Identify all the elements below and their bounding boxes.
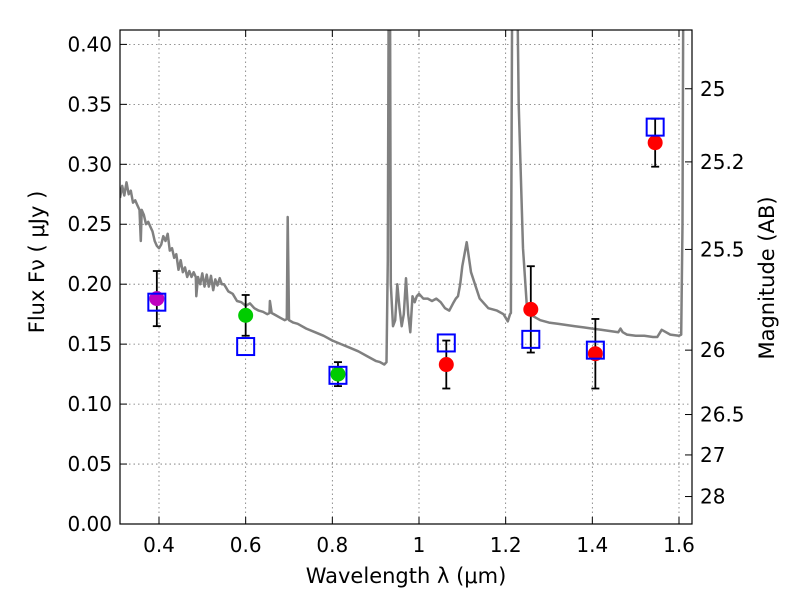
model-photometry-point xyxy=(521,329,541,349)
plot-frame xyxy=(119,29,693,525)
y-tick-label: 0.10 xyxy=(67,392,112,416)
y2-tick-label: 26.5 xyxy=(700,403,745,427)
observed-point xyxy=(587,346,603,362)
y2-tick-labels: 25 25.2 25.5 26 26.5 27 28 xyxy=(700,77,745,509)
observed-point xyxy=(149,291,165,307)
y-tick-label: 0.25 xyxy=(67,212,112,236)
y2-tick-label: 25.2 xyxy=(700,150,745,174)
y-tick-label: 0.30 xyxy=(67,152,112,176)
x-tick-label: 1 xyxy=(413,533,426,557)
x-tick-label: 0.6 xyxy=(230,533,262,557)
y2-tick-label: 28 xyxy=(700,485,725,509)
observed-point xyxy=(330,366,346,382)
model-photometry-point xyxy=(328,365,348,385)
y-tick-label: 0.15 xyxy=(67,332,112,356)
y2-tick-label: 25 xyxy=(700,77,725,101)
x-tick-labels: 0.4 0.6 0.8 1 1.2 1.4 1.6 xyxy=(143,533,695,557)
y-tick-label: 0.40 xyxy=(67,32,112,56)
x-tick-label: 1.4 xyxy=(576,533,608,557)
y-tick-label: 0.00 xyxy=(67,512,112,536)
model-photometry-point xyxy=(236,337,256,357)
observed-point xyxy=(438,357,454,373)
y2-tick-label: 27 xyxy=(700,443,725,467)
model-photometry-point xyxy=(147,292,167,312)
observed-point xyxy=(238,307,254,323)
y2-axis-label: Magnitude (AB) xyxy=(755,196,779,359)
x-tick-label: 0.4 xyxy=(143,533,175,557)
model-photometry-point xyxy=(645,117,665,137)
tick-marks xyxy=(120,30,692,525)
y-axis-label: Flux Fν ( μJy ) xyxy=(25,191,49,334)
y2-tick-label: 26 xyxy=(700,338,725,362)
observed-point xyxy=(523,301,539,317)
x-tick-label: 1.6 xyxy=(663,533,695,557)
y-tick-label: 0.35 xyxy=(67,92,112,116)
x-tick-label: 1.2 xyxy=(490,533,522,557)
model-photometry-point xyxy=(436,333,456,353)
y2-tick-label: 25.5 xyxy=(700,237,745,261)
observed-point xyxy=(647,135,663,151)
x-tick-label: 0.8 xyxy=(316,533,348,557)
model-photometry-point xyxy=(585,340,605,360)
data-points-layer xyxy=(147,117,665,390)
y-tick-label: 0.05 xyxy=(67,452,112,476)
x-axis-label: Wavelength λ (μm) xyxy=(306,564,507,588)
y-tick-labels: 0.00 0.05 0.10 0.15 0.20 0.25 0.30 0.35 0.40 xyxy=(67,32,112,536)
y-tick-label: 0.20 xyxy=(67,272,112,296)
